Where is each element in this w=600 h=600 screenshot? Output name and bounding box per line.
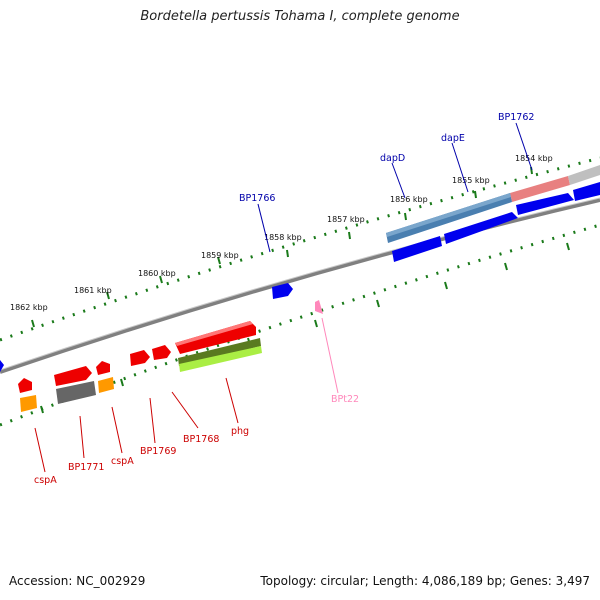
gene-phg-olive[interactable] <box>178 338 261 366</box>
genome-summary: Topology: circular; Length: 4,086,189 bp… <box>260 574 590 588</box>
label-dapE[interactable]: dapE <box>441 133 465 144</box>
lower-genes <box>18 321 262 412</box>
label-cspA-right[interactable]: cspA <box>111 456 134 467</box>
gene-BP1771-grey[interactable] <box>56 381 96 404</box>
label-BP1768[interactable]: BP1768 <box>183 434 219 445</box>
gene-BPt22-marker[interactable] <box>315 300 323 314</box>
gene-BP1771-arrow[interactable] <box>54 366 92 386</box>
label-BP1769[interactable]: BP1769 <box>140 446 176 457</box>
gene-cspA-left-orange[interactable] <box>20 395 37 412</box>
gene-phg-lime[interactable] <box>179 346 262 372</box>
scale-labels: 1862 kbp 1861 kbp 1860 kbp 1859 kbp 1858… <box>10 154 553 312</box>
gene-cspA-right-orange[interactable] <box>98 377 114 393</box>
scale-label-1858: 1858 kbp <box>264 233 302 242</box>
outer-tick-ring <box>0 156 600 342</box>
upper-genes <box>0 165 600 372</box>
scale-label-1855: 1855 kbp <box>452 176 490 185</box>
accession-label: Accession: NC_002929 <box>9 574 146 588</box>
label-BPt22[interactable]: BPt22 <box>331 394 359 405</box>
scale-label-1854: 1854 kbp <box>515 154 553 163</box>
scale-label-1857: 1857 kbp <box>327 215 365 224</box>
label-leaders <box>34 122 533 473</box>
gene-BP1766-arrow[interactable] <box>272 283 293 299</box>
gene-BP1762-arrow[interactable] <box>516 193 574 215</box>
gene-labels: BP1762 dapE dapD BP1766 BPt22 phg BP1768… <box>34 112 534 486</box>
gene-left-stub[interactable] <box>0 360 4 372</box>
gene-bar-salmon[interactable] <box>510 176 570 202</box>
gene-cspA-right-arrow[interactable] <box>96 361 110 375</box>
gene-dapD-arrow[interactable] <box>392 236 442 262</box>
scale-label-1861: 1861 kbp <box>74 286 112 295</box>
label-BP1762[interactable]: BP1762 <box>498 112 534 123</box>
scale-label-1860: 1860 kbp <box>138 269 176 278</box>
gene-bar-grey[interactable] <box>568 165 600 185</box>
gene-BP1768-arrow[interactable] <box>152 345 171 360</box>
genome-backbone <box>0 197 600 374</box>
label-phg[interactable]: phg <box>231 426 249 437</box>
label-BP1771[interactable]: BP1771 <box>68 462 104 473</box>
label-cspA-left[interactable]: cspA <box>34 475 57 486</box>
map-title: Bordetella pertussis Tohama I, complete … <box>140 9 460 24</box>
scale-label-1859: 1859 kbp <box>201 251 239 260</box>
gene-cspA-left-arrow[interactable] <box>18 378 32 393</box>
gene-dapE-arrow[interactable] <box>444 212 518 244</box>
gene-phg-arrow[interactable] <box>175 321 256 354</box>
scale-label-1856: 1856 kbp <box>390 195 428 204</box>
gene-BP1769-arrow[interactable] <box>130 350 150 366</box>
label-BP1766[interactable]: BP1766 <box>239 193 275 204</box>
gene-right-arrow[interactable] <box>573 182 600 201</box>
label-dapD[interactable]: dapD <box>380 153 405 164</box>
scale-label-1862: 1862 kbp <box>10 303 48 312</box>
